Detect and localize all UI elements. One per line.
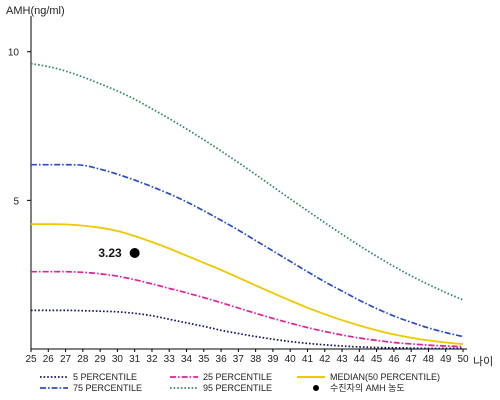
x-axis-title: 나이 (473, 355, 493, 368)
x-tick-label: 29 (95, 354, 107, 365)
y-tick-label: 5 (13, 196, 19, 207)
series-line-2 (31, 223, 464, 346)
legend: 5 PERCENTILE 25 PERCENTILE MEDIAN(50 PERCE… (40, 372, 440, 393)
x-tick-label: 30 (112, 354, 124, 365)
legend-label-3: 75 PERCENTILE (73, 383, 142, 393)
legend-label-1: 25 PERCENTILE (203, 372, 272, 382)
patient-amh-value-label: 3.23 (98, 246, 122, 260)
x-tick-label: 41 (302, 354, 314, 365)
legend-point-label: 수진자의 AMH 농도 (330, 383, 405, 393)
x-tick-label: 32 (146, 354, 158, 365)
x-tick-label: 44 (354, 354, 366, 365)
x-tick-label: 37 (233, 354, 245, 365)
legend-label-2: MEDIAN(50 PERCENTILE) (330, 372, 440, 382)
x-tick-label: 31 (129, 354, 141, 365)
series-line-0 (30, 309, 463, 350)
x-tick-label: 39 (267, 354, 279, 365)
x-tick-label: 43 (336, 354, 348, 365)
x-tick-label: 38 (250, 354, 262, 365)
series-line-1 (31, 270, 464, 348)
x-tick-label: 45 (371, 354, 383, 365)
patient-amh-point (129, 247, 140, 258)
x-tick-label: 35 (198, 354, 210, 365)
x-tick-label: 49 (440, 354, 452, 365)
x-tick-label: 34 (181, 354, 193, 365)
x-tick-label: 47 (406, 354, 418, 365)
data-points: 3.23 (98, 246, 140, 260)
x-tick-label: 26 (43, 354, 55, 365)
x-tick-label: 36 (216, 354, 228, 365)
x-tick-label: 42 (319, 354, 331, 365)
x-tick-label: 33 (164, 354, 176, 365)
y-tick-label: 10 (8, 48, 20, 59)
legend-label-0: 5 PERCENTILE (73, 372, 137, 382)
x-tick-label: 27 (60, 354, 72, 365)
series-lines (30, 62, 464, 350)
x-tick-label: 25 (25, 354, 37, 365)
legend-point-swatch (313, 385, 319, 391)
series-line-4 (30, 62, 464, 301)
x-tick-label: 28 (77, 354, 89, 365)
axes: AMH(ng/ml) 나이 5 10 25 26 27 28 29 30 31 32 33 34 35 36 3… (6, 5, 493, 368)
x-tick-label: 50 (457, 354, 469, 365)
x-tick-label: 48 (423, 354, 435, 365)
x-tick-label: 46 (388, 354, 400, 365)
legend-label-4: 95 PERCENTILE (203, 383, 272, 393)
series-line-3 (31, 163, 464, 338)
x-tick-label: 40 (285, 354, 297, 365)
y-axis-title: AMH(ng/ml) (6, 5, 65, 17)
